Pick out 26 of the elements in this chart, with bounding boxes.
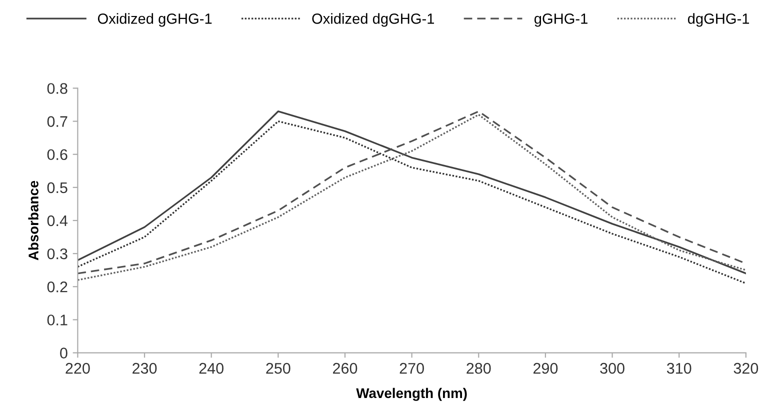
x-tick-label: 320 [734,362,758,374]
x-tick-label: 260 [333,362,358,374]
x-axis-title: Wavelength (nm) [356,388,467,401]
y-tick-label: 0.5 [47,182,68,194]
legend-label: Oxidized dgGHG-1 [312,13,434,27]
x-tick-label: 290 [533,362,558,374]
y-tick-label: 0.2 [47,282,68,292]
y-tick-label: 0.7 [47,116,68,127]
x-tick-label: 270 [400,362,424,374]
y-axis-title: Absorbance [28,180,38,260]
y-tick-label: 0.4 [47,215,68,226]
legend-label: Oxidized gGHG-1 [98,13,212,27]
x-tick-label: 230 [132,362,157,374]
x-tick-label: 240 [199,362,224,374]
legend-label: dgGHG-1 [688,13,750,27]
y-tick-label: 0.1 [47,314,68,326]
x-tick-label: 300 [600,362,624,374]
y-tick-label: 0.3 [47,248,68,260]
y-tick-label: 0.8 [47,83,68,94]
x-tick-label: 250 [266,362,290,374]
x-tick-label: 280 [466,362,491,374]
y-tick-label: 0 [60,348,68,358]
x-tick-label: 310 [666,362,692,374]
x-tick-label: 220 [66,362,90,374]
y-tick-label: 0.6 [47,149,68,160]
legend-label: gGHG-1 [534,14,588,27]
